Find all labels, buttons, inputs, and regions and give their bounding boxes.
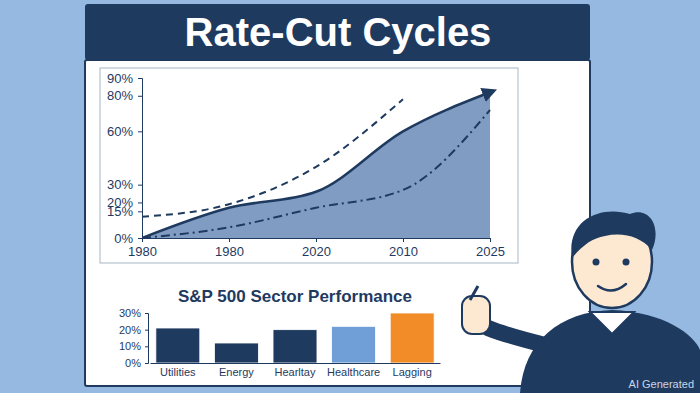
y-tick-label: 30% — [119, 307, 141, 319]
person-eye — [623, 259, 630, 266]
y-tick-mark — [145, 313, 148, 314]
person-smile — [598, 284, 626, 291]
title-banner — [85, 4, 590, 60]
person-arm — [488, 328, 545, 345]
y-tick: 20% — [119, 324, 148, 336]
y-tick: 30% — [107, 177, 142, 192]
person-hair — [571, 211, 655, 258]
x-tick-label: 2025 — [476, 244, 505, 259]
plot-frame — [100, 68, 518, 263]
y-tick-label: 90% — [107, 71, 133, 86]
bar — [273, 330, 317, 363]
x-tick-label: 1980 — [215, 244, 244, 259]
y-axis: 0%15%20%30%60%80%90% — [107, 71, 143, 246]
y-tick: 10% — [119, 340, 148, 352]
x-tick-label: Utilities — [160, 366, 196, 378]
y-tick: 60% — [107, 124, 142, 139]
x-tick: Utilities — [160, 363, 196, 378]
y-tick-label: 80% — [107, 88, 133, 103]
x-axis: 1980 1980 2020 2010 2025 — [128, 238, 505, 259]
x-tick: Healthcare — [327, 363, 380, 378]
y-tick: 20% — [107, 195, 142, 210]
y-tick-mark — [138, 78, 142, 79]
x-tick-mark — [142, 238, 143, 242]
y-tick-mark — [145, 330, 148, 331]
x-tick: 1980 — [128, 238, 157, 259]
panel — [85, 60, 590, 386]
x-tick: Lagging — [393, 363, 432, 378]
area — [142, 92, 490, 238]
x-axis: Utilities Energy Hearltay Healthcare Lagging — [151, 363, 441, 378]
x-tick-label: 1980 — [128, 244, 157, 259]
y-tick-mark — [145, 346, 148, 347]
y-tick: 90% — [107, 71, 142, 86]
bar — [390, 313, 434, 363]
x-tick: 2025 — [476, 238, 505, 259]
x-tick: Hearltay — [275, 363, 316, 378]
bar — [332, 326, 376, 363]
y-tick-label: 30% — [107, 177, 133, 192]
x-tick-label: 2020 — [302, 244, 331, 259]
y-tick-mark — [138, 96, 142, 97]
y-tick-label: 60% — [107, 124, 133, 139]
chart-title: Rate-Cut Cycles — [185, 10, 492, 54]
person-eye — [593, 259, 600, 266]
line — [142, 110, 490, 238]
y-tick-label: 20% — [107, 195, 133, 210]
bar — [156, 328, 200, 363]
x-tick-mark — [316, 238, 317, 242]
x-tick-mark — [403, 238, 404, 242]
y-tick-label: 10% — [119, 340, 141, 352]
x-tick: 1980 — [215, 238, 244, 259]
person-hand — [462, 296, 490, 334]
y-tick-mark — [145, 363, 148, 364]
y-tick-mark — [138, 211, 142, 212]
y-axis-line — [145, 314, 149, 364]
x-tick-label: Hearltay — [275, 366, 316, 378]
x-tick-label: 2010 — [389, 244, 418, 259]
x-tick: 2010 — [389, 238, 418, 259]
plot-area — [142, 92, 490, 238]
chart-canvas: 0%15%20%30%60%80%90%19801980202020102025… — [0, 0, 700, 393]
y-axis: 0% 10% 20% 30% — [119, 307, 149, 369]
line — [142, 99, 403, 216]
x-tick: Energy — [219, 363, 254, 378]
x-tick-label: Lagging — [393, 366, 432, 378]
person-pen — [470, 286, 478, 300]
x-tick-mark — [229, 238, 230, 242]
chart-title: S&P 500 Sector Performance — [178, 287, 412, 306]
y-axis-line — [138, 79, 143, 239]
y-tick: 0% — [125, 357, 148, 369]
y-tick: 80% — [107, 88, 142, 103]
y-tick: 30% — [119, 307, 148, 319]
x-tick: 2020 — [302, 238, 331, 259]
x-axis-line — [151, 363, 441, 364]
y-tick-label: 0% — [125, 357, 141, 369]
plot-area — [156, 313, 434, 363]
illustration — [462, 211, 700, 393]
x-tick-label: Healthcare — [327, 366, 380, 378]
y-tick-mark — [138, 185, 142, 186]
y-tick-mark — [138, 238, 142, 239]
watermark: AI Generated — [629, 378, 694, 390]
y-tick-mark — [138, 131, 142, 132]
x-tick-label: Energy — [219, 366, 254, 378]
y-tick-mark — [138, 202, 142, 203]
person-collar — [590, 312, 634, 334]
line — [142, 92, 490, 238]
bar — [214, 343, 258, 363]
background — [0, 0, 700, 393]
x-tick-mark — [490, 238, 491, 242]
x-axis-line — [143, 239, 491, 243]
y-tick-label: 20% — [119, 324, 141, 336]
